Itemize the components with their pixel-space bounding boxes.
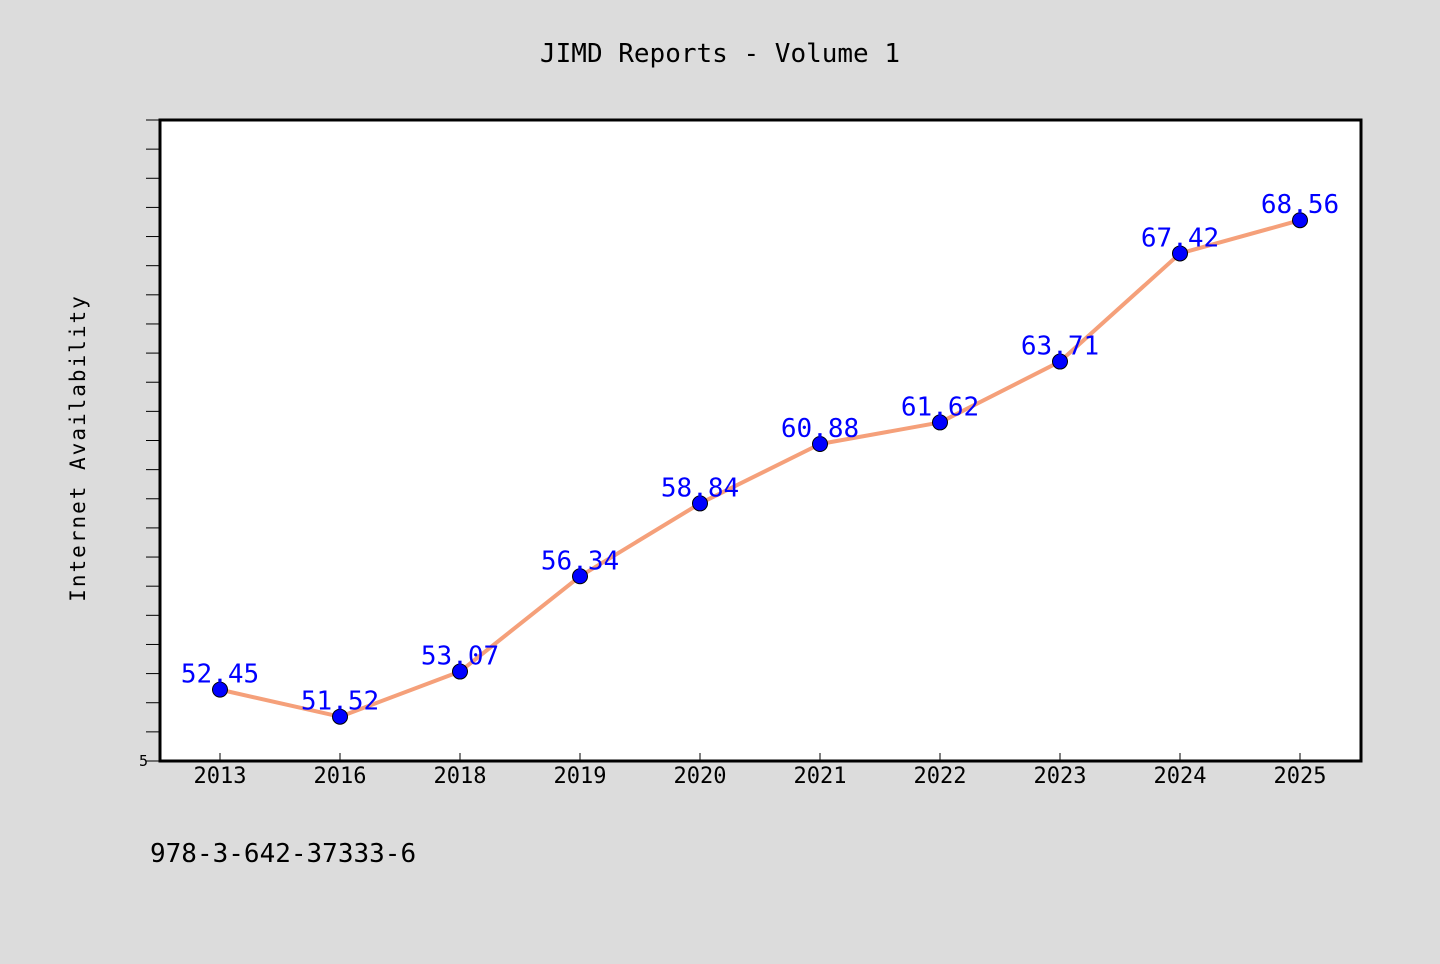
x-tick-label: 2021: [794, 764, 847, 789]
x-tick-label: 2022: [914, 764, 967, 789]
data-label: 51.52: [301, 687, 379, 717]
plot-area: [158, 118, 1363, 763]
data-label: 60.88: [781, 414, 859, 444]
data-label: 61.62: [901, 392, 979, 422]
data-point: [1052, 353, 1068, 370]
x-tick-label: 2013: [194, 764, 247, 789]
data-point: [692, 495, 708, 512]
data-label: 53.07: [421, 642, 499, 672]
y-axis-label: Internet Availability: [66, 294, 90, 602]
series-line-group: [219, 218, 1301, 719]
data-point: [572, 568, 588, 585]
x-tick-label: 2025: [1274, 764, 1327, 789]
series-line: [219, 218, 1301, 719]
data-point: [1172, 245, 1188, 262]
x-tick-label: 2024: [1154, 764, 1207, 789]
footnote: 978-3-642-37333-6: [150, 839, 416, 869]
data-label: 52.45: [181, 660, 259, 690]
x-tick-label: 2019: [554, 764, 607, 789]
data-point: [332, 708, 348, 725]
x-tick-label: 2016: [314, 764, 367, 789]
y-tick-label: 5: [139, 752, 148, 770]
data-point: [932, 414, 948, 431]
chart-title: JIMD Reports - Volume 1: [540, 39, 900, 69]
x-axis-ticks: 2013 2016 2018 2019 2020 2021 2022 2023 2024 2025: [194, 753, 1327, 789]
data-point: [1292, 212, 1308, 229]
data-label: 63.71: [1021, 332, 1099, 362]
data-point: [212, 681, 228, 698]
data-point: [452, 663, 468, 680]
data-markers: [212, 212, 1308, 725]
data-label: 56.34: [541, 546, 619, 576]
data-labels: 52.45 51.52 53.07 56.34 58.84 60.88 61.62 63.71…: [181, 190, 1339, 716]
data-label: 58.84: [661, 473, 739, 503]
x-tick-label: 2020: [674, 764, 727, 789]
data-point: [812, 435, 828, 452]
x-tick-label: 2018: [434, 764, 487, 789]
x-tick-label: 2023: [1034, 764, 1087, 789]
data-label: 68.56: [1261, 190, 1339, 220]
data-label: 67.42: [1141, 223, 1219, 253]
y-axis-ticks: 5: [139, 119, 160, 770]
